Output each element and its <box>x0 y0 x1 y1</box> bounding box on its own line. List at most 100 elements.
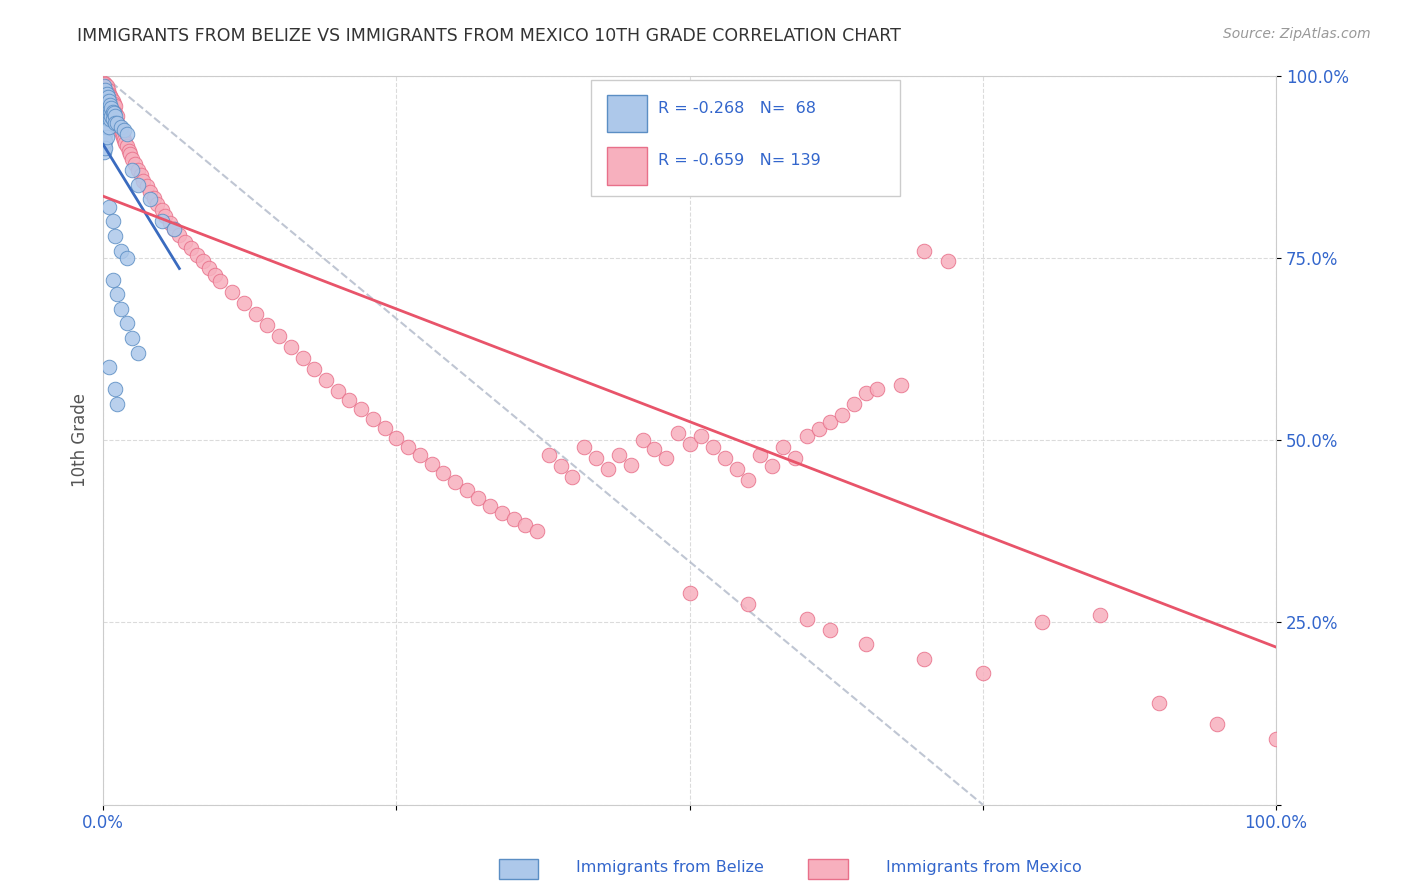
Point <box>121 163 143 178</box>
Point <box>204 268 226 282</box>
Point <box>94 108 117 122</box>
Point <box>256 318 278 332</box>
Point <box>350 402 373 417</box>
Point <box>491 506 513 520</box>
Point <box>93 97 115 112</box>
Point <box>96 130 118 145</box>
Point <box>105 116 128 130</box>
Point <box>796 612 818 626</box>
Text: R = -0.659   N= 139: R = -0.659 N= 139 <box>658 153 821 168</box>
Point <box>209 274 232 288</box>
Point <box>596 462 619 476</box>
Point <box>98 105 121 120</box>
Point <box>537 448 560 462</box>
Point <box>98 112 121 127</box>
Point <box>96 94 118 108</box>
Point <box>221 285 243 299</box>
Point <box>97 83 120 97</box>
Point <box>855 637 877 651</box>
Point <box>479 499 502 513</box>
Point <box>678 586 700 600</box>
Point <box>98 120 121 134</box>
Point <box>104 229 127 244</box>
Point <box>101 214 124 228</box>
Point <box>444 475 467 489</box>
Point <box>110 301 132 316</box>
Point <box>326 384 349 398</box>
Point <box>118 145 141 159</box>
Text: Immigrants from Belize: Immigrants from Belize <box>576 861 765 875</box>
Point <box>725 462 748 476</box>
Point <box>820 623 842 637</box>
Point <box>104 105 127 120</box>
Point <box>1147 696 1170 710</box>
Point <box>620 458 643 472</box>
Point <box>93 87 115 101</box>
Point <box>796 429 818 443</box>
Point <box>761 458 783 473</box>
Point <box>121 331 143 345</box>
Point <box>197 260 219 275</box>
Point <box>110 244 132 258</box>
Point <box>103 97 125 112</box>
Point <box>127 178 149 192</box>
Point <box>93 137 115 152</box>
Point <box>420 457 443 471</box>
Point <box>94 105 117 120</box>
Point <box>150 203 173 218</box>
Point <box>94 120 117 134</box>
Point <box>103 106 125 120</box>
Point <box>98 93 121 107</box>
Point <box>174 235 197 249</box>
Point <box>94 90 117 104</box>
Point <box>97 97 120 112</box>
Point <box>396 440 419 454</box>
Point <box>139 193 162 207</box>
Point <box>678 436 700 450</box>
Point <box>98 200 121 214</box>
Point <box>104 382 127 396</box>
Point <box>526 524 548 538</box>
Point <box>98 94 121 108</box>
Point <box>93 101 115 115</box>
Point <box>191 254 214 268</box>
Point <box>972 666 994 681</box>
Point <box>432 466 454 480</box>
Point <box>94 77 117 91</box>
Point <box>96 99 118 113</box>
Point <box>121 153 143 167</box>
Point <box>820 415 842 429</box>
Point <box>96 109 118 123</box>
Point <box>115 251 138 265</box>
Point <box>1031 615 1053 630</box>
Point <box>550 458 572 473</box>
Point <box>135 179 157 194</box>
Point <box>93 103 115 118</box>
Point <box>280 340 302 354</box>
Point <box>749 448 772 462</box>
Point <box>101 101 124 115</box>
Point <box>107 118 129 132</box>
Point <box>94 83 117 97</box>
Point <box>385 431 408 445</box>
Point <box>93 116 115 130</box>
Point <box>104 116 127 130</box>
Point <box>186 248 208 262</box>
Point <box>124 157 146 171</box>
Point <box>93 76 115 90</box>
Point <box>105 116 128 130</box>
Point <box>97 95 120 110</box>
Point <box>339 392 361 407</box>
Point <box>94 101 117 115</box>
Point <box>98 99 121 113</box>
Point <box>162 221 184 235</box>
Y-axis label: 10th Grade: 10th Grade <box>72 393 89 487</box>
Point <box>101 94 124 108</box>
Point <box>409 449 432 463</box>
Text: IMMIGRANTS FROM BELIZE VS IMMIGRANTS FROM MEXICO 10TH GRADE CORRELATION CHART: IMMIGRANTS FROM BELIZE VS IMMIGRANTS FRO… <box>77 27 901 45</box>
Point <box>245 307 267 321</box>
Point <box>97 89 120 103</box>
Point <box>97 112 120 127</box>
Point <box>666 425 689 440</box>
Point <box>108 121 131 136</box>
